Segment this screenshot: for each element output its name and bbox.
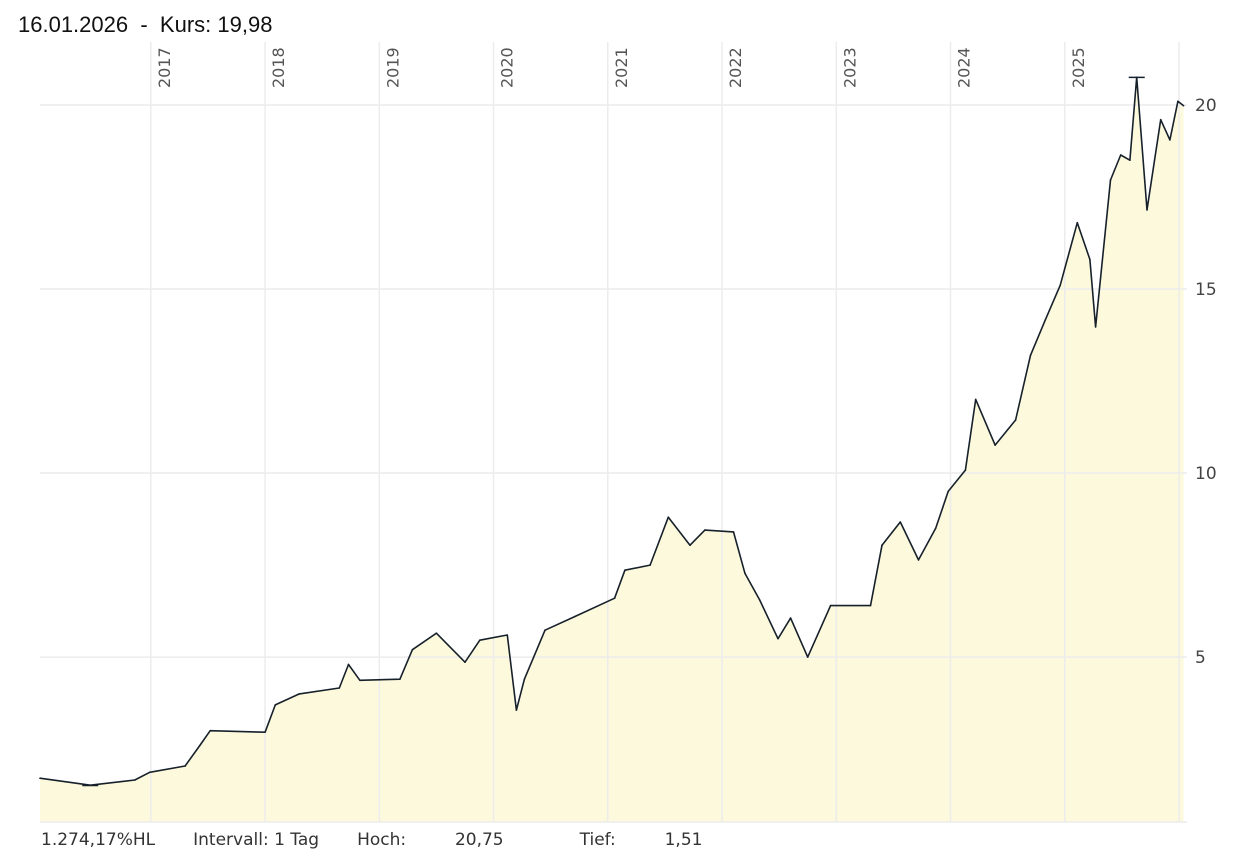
data-point bbox=[881, 544, 883, 546]
separator: - bbox=[140, 12, 148, 37]
data-point bbox=[199, 744, 201, 747]
x-tick-label: 2023 bbox=[840, 47, 859, 88]
data-point bbox=[274, 704, 277, 706]
data-point bbox=[704, 529, 706, 531]
data-point bbox=[544, 629, 546, 632]
high-label: Hoch: bbox=[357, 830, 407, 850]
data-point bbox=[934, 527, 937, 530]
data-point bbox=[649, 564, 651, 566]
data-point bbox=[1159, 118, 1162, 121]
data-point bbox=[744, 572, 746, 574]
x-tick-label: 2020 bbox=[498, 47, 517, 88]
data-point bbox=[1177, 100, 1179, 103]
kurs-value: 19,98 bbox=[217, 12, 273, 37]
data-point bbox=[411, 648, 414, 651]
x-tick-label: 2021 bbox=[612, 47, 631, 88]
y-tick-label: 20 bbox=[1195, 96, 1217, 116]
data-point bbox=[1076, 221, 1079, 224]
data-point bbox=[667, 516, 670, 519]
area-fill bbox=[40, 77, 1184, 823]
data-point bbox=[1146, 209, 1148, 211]
data-point bbox=[974, 398, 977, 401]
low-stat: Tief: 1,51 bbox=[580, 830, 741, 850]
y-tick-label: 15 bbox=[1195, 280, 1217, 300]
data-point bbox=[806, 656, 809, 658]
data-point bbox=[899, 521, 902, 523]
date: 16.01.2026 bbox=[18, 12, 129, 37]
x-tick-label: 2025 bbox=[1069, 47, 1088, 88]
performance: 1.274,17%HL bbox=[41, 830, 156, 850]
x-tick-label: 2019 bbox=[383, 47, 402, 88]
high-stat: Hoch: 20,75 bbox=[357, 830, 542, 850]
high-value: 20,75 bbox=[454, 830, 504, 850]
data-point bbox=[435, 632, 438, 634]
data-point bbox=[298, 693, 301, 695]
data-point bbox=[624, 569, 626, 572]
chart-footer: 1.274,17%HL Intervall: 1 Tag Hoch: 20,75… bbox=[41, 830, 778, 850]
data-point bbox=[1129, 159, 1131, 161]
data-point bbox=[964, 469, 967, 471]
data-point bbox=[994, 444, 996, 446]
low-value: 1,51 bbox=[664, 830, 703, 850]
x-tick-label: 2018 bbox=[269, 47, 288, 88]
data-point bbox=[1094, 326, 1097, 328]
data-point bbox=[1182, 104, 1185, 107]
data-point bbox=[573, 615, 576, 618]
data-point bbox=[917, 559, 920, 561]
data-point bbox=[515, 709, 518, 711]
data-point bbox=[359, 679, 361, 682]
y-tick-label: 5 bbox=[1195, 648, 1206, 668]
data-point bbox=[347, 663, 350, 666]
data-point bbox=[134, 779, 136, 781]
data-point bbox=[789, 617, 792, 619]
data-point bbox=[732, 531, 735, 533]
data-point bbox=[39, 777, 41, 779]
data-point bbox=[148, 771, 151, 774]
data-point bbox=[1089, 258, 1091, 261]
data-point bbox=[264, 731, 266, 733]
x-tick-label: 2024 bbox=[955, 47, 974, 88]
data-point bbox=[1119, 154, 1122, 156]
data-point bbox=[506, 634, 509, 636]
kurs-label: Kurs: bbox=[159, 12, 212, 37]
data-point bbox=[947, 490, 950, 493]
x-tick-label: 2022 bbox=[726, 47, 745, 88]
data-point bbox=[869, 604, 872, 607]
data-point bbox=[1059, 284, 1061, 287]
data-point bbox=[399, 678, 401, 680]
data-point bbox=[1109, 179, 1112, 181]
data-point bbox=[523, 678, 526, 680]
low-label: Tief: bbox=[579, 830, 616, 850]
data-point bbox=[758, 599, 761, 601]
data-point bbox=[338, 687, 341, 689]
data-point bbox=[689, 544, 691, 546]
data-point bbox=[829, 604, 832, 607]
data-point bbox=[184, 765, 186, 767]
data-point bbox=[209, 729, 212, 732]
data-point bbox=[464, 661, 466, 664]
x-tick-label: 2017 bbox=[155, 47, 174, 88]
y-tick-label: 10 bbox=[1195, 464, 1217, 484]
data-point bbox=[1029, 354, 1032, 357]
data-point bbox=[613, 597, 616, 599]
chart-title: 16.01.2026 - Kurs: 19,98 bbox=[18, 12, 272, 38]
data-point bbox=[1044, 319, 1047, 321]
data-point bbox=[777, 637, 779, 640]
interval: Intervall: 1 Tag bbox=[193, 830, 320, 850]
data-point bbox=[1014, 419, 1017, 421]
data-point bbox=[1169, 139, 1171, 141]
data-point bbox=[479, 639, 481, 641]
